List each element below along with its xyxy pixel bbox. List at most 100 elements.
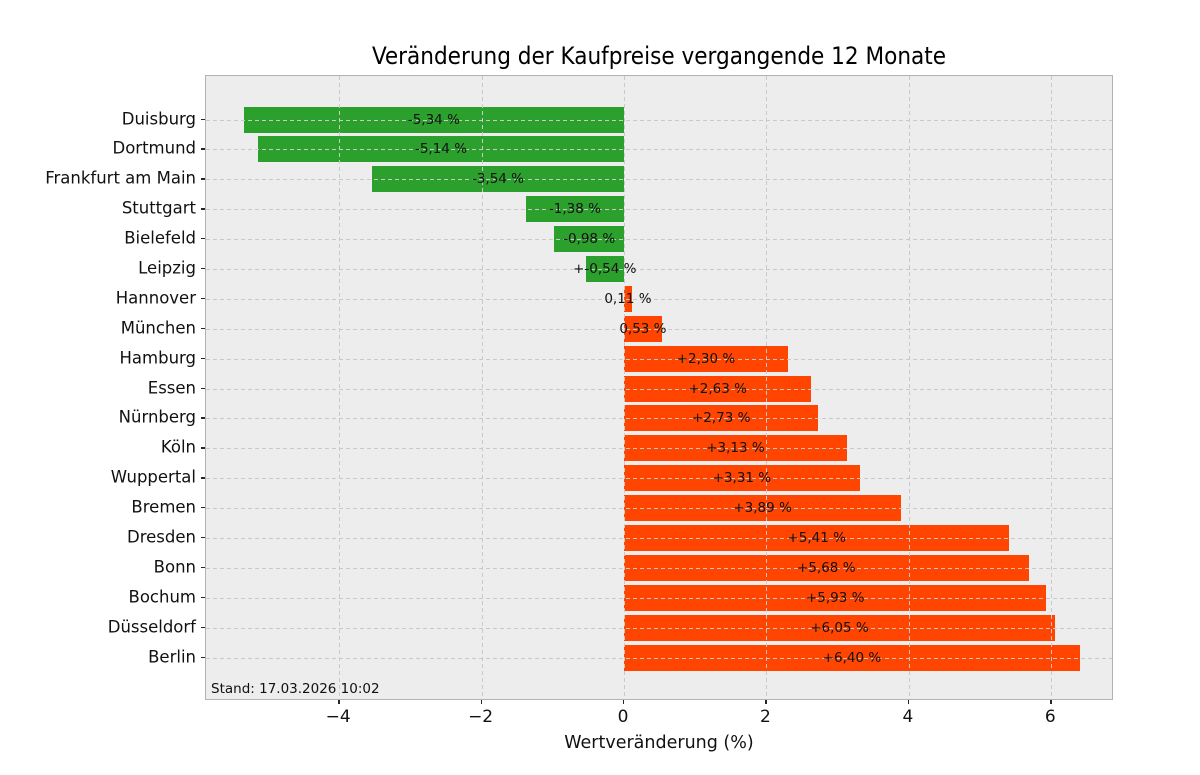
x-tick-mark (480, 700, 482, 704)
y-tick-mark (201, 297, 205, 300)
bar-value-label: +3,89 % (733, 500, 792, 517)
y-tick-label: Bielefeld (124, 228, 196, 248)
h-gridline (206, 179, 1112, 181)
y-tick-label: Hannover (115, 288, 196, 308)
bar-value-label: +-0,54 % (573, 260, 637, 277)
y-tick-mark (201, 387, 205, 389)
y-tick-mark (201, 566, 205, 569)
x-tick-label: 2 (760, 707, 771, 727)
h-gridline (206, 388, 1112, 390)
h-gridline (206, 328, 1112, 330)
y-tick-mark (201, 327, 205, 330)
v-gridline (339, 76, 341, 699)
bar-value-label: -5,14 % (414, 141, 468, 158)
grid-layer (206, 76, 1112, 699)
y-tick-label: Frankfurt am Main (45, 168, 196, 188)
y-tick-label: München (120, 318, 196, 338)
chart-title: Veränderung der Kaufpreise vergangende 1… (371, 42, 947, 70)
y-tick-label: Hamburg (119, 348, 197, 368)
y-tick-mark (201, 178, 205, 180)
x-tick-label: −2 (468, 707, 494, 727)
v-gridline (766, 76, 768, 699)
y-tick-label: Duisburg (121, 109, 196, 128)
v-gridline (624, 76, 626, 699)
v-gridline (908, 76, 910, 699)
y-tick-label: Bonn (153, 557, 196, 577)
y-tick-mark (201, 208, 205, 210)
x-tick-label: 6 (1044, 707, 1056, 727)
bar-value-label: 0,11 % (604, 290, 652, 307)
y-tick-label: Nürnberg (118, 407, 196, 427)
h-gridline (206, 478, 1112, 480)
y-tick-label: Berlin (148, 647, 196, 666)
h-gridline (206, 268, 1112, 270)
y-tick-label: Wuppertal (110, 467, 196, 487)
v-gridline (1051, 76, 1053, 699)
y-tick-mark (201, 357, 205, 359)
bar-value-label: +5,93 % (805, 589, 865, 606)
h-gridline (206, 418, 1112, 420)
h-gridline (206, 149, 1112, 151)
y-tick-mark (201, 118, 205, 120)
y-tick-label: Bochum (128, 587, 196, 607)
h-gridline (206, 567, 1112, 569)
x-tick-mark (765, 700, 767, 704)
h-gridline (206, 239, 1112, 241)
bar-value-label: +5,41 % (787, 529, 846, 546)
y-tick-label: Bremen (131, 497, 196, 517)
bar-value-label: -1,38 % (548, 201, 601, 218)
x-tick-mark (623, 700, 625, 704)
y-tick-mark (201, 477, 205, 479)
x-tick-label: 0 (617, 707, 629, 727)
bar-value-label: -3,54 % (471, 171, 524, 188)
x-tick-mark (338, 700, 340, 704)
y-tick-label: Essen (147, 378, 196, 397)
h-gridline (206, 537, 1112, 539)
v-gridline (481, 76, 483, 699)
h-gridline (206, 358, 1112, 360)
h-gridline (206, 209, 1112, 211)
x-tick-label: 4 (902, 707, 914, 727)
h-gridline (206, 597, 1112, 599)
y-tick-mark (201, 596, 205, 599)
x-tick-mark (907, 700, 910, 704)
bar-value-label: +2,30 % (676, 350, 736, 367)
x-axis-label: Wertveränderung (%) (564, 733, 754, 753)
y-tick-label: Stuttgart (121, 198, 196, 218)
bar-value-label: +6,40 % (822, 649, 882, 666)
bar-labels-layer: -5,34 % -5,14 % -3,54 % -1,38 % -0,98 % +-0,5… (206, 76, 1112, 699)
y-tick-mark (201, 656, 205, 658)
h-gridline (206, 119, 1112, 121)
h-gridline (206, 508, 1112, 510)
y-tick-label: Dresden (127, 527, 196, 547)
h-gridline (206, 657, 1112, 659)
x-tick-mark (1050, 700, 1052, 704)
bar-value-label: -0,98 % (563, 231, 616, 248)
bar-value-label: +3,31 % (712, 470, 772, 487)
y-tick-mark (201, 238, 205, 240)
y-tick-label: Dortmund (112, 138, 196, 158)
bar-value-label: -5,34 % (407, 111, 460, 128)
plot-area: -5,34 % -5,14 % -3,54 % -1,38 % -0,98 % +-0,5… (205, 75, 1113, 700)
y-tick-mark (201, 626, 205, 628)
bar-value-label: +2,73 % (691, 410, 751, 427)
y-tick-mark (201, 536, 205, 539)
y-tick-mark (201, 417, 205, 419)
y-tick-label: Düsseldorf (107, 617, 196, 637)
y-tick-mark (201, 447, 205, 449)
h-gridline (206, 627, 1112, 629)
bar-value-label: 0,53 % (619, 320, 667, 337)
bar-value-label: +2,63 % (688, 380, 747, 397)
h-gridline (206, 298, 1112, 300)
bar-value-label: +5,68 % (797, 559, 856, 576)
y-tick-mark (201, 507, 205, 509)
bar-value-label: +3,13 % (706, 440, 765, 457)
x-tick-label: −4 (325, 707, 351, 727)
h-gridline (206, 448, 1112, 450)
y-tick-label: Köln (160, 437, 196, 457)
stand-note: Stand: 17.03.2026 10:02 (211, 681, 380, 697)
y-tick-mark (201, 148, 205, 150)
bar-value-label: +6,05 % (810, 619, 869, 636)
y-tick-label: Leipzig (138, 258, 196, 278)
